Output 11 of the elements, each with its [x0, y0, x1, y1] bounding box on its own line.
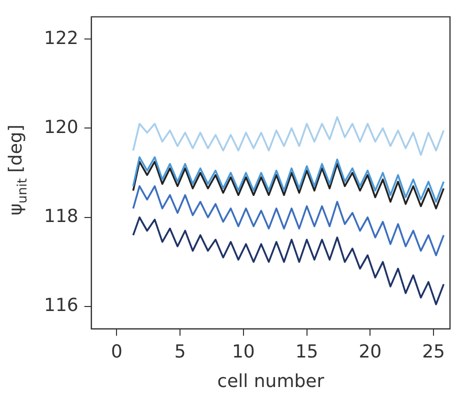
x-tick-label: 25: [422, 341, 445, 362]
x-tick-label: 20: [358, 341, 382, 362]
y-tick-label: 118: [44, 206, 78, 228]
x-tick-label: 0: [110, 341, 122, 362]
x-tick-label: 10: [232, 341, 255, 362]
y-tick-label: 116: [44, 295, 78, 316]
x-tick-label: 15: [295, 341, 318, 362]
x-axis-title: cell number: [217, 370, 325, 392]
y-tick-label: 120: [44, 116, 78, 138]
x-tick-label: 5: [174, 341, 186, 362]
y-tick-label: 122: [44, 28, 78, 49]
